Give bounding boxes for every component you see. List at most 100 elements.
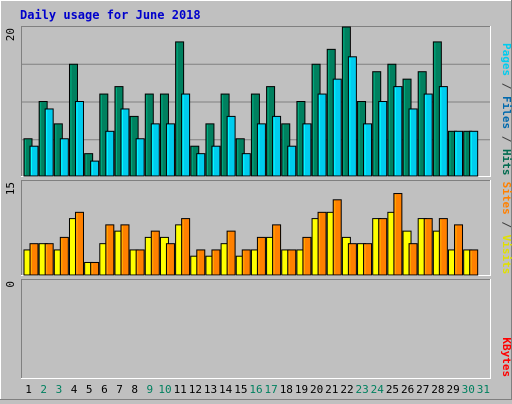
x-tick-label-day-23: 23 [356, 383, 369, 396]
bar-middle-sites-day-1 [29, 243, 39, 276]
bar-middle-sites-day-24 [378, 218, 388, 276]
bar-middle-sites-day-22 [347, 243, 357, 276]
x-tick-label-day-27: 27 [416, 383, 429, 396]
bar-top-files-day-3 [59, 138, 69, 177]
panel-top-ymax-label: 20 [4, 28, 17, 41]
bar-middle-sites-day-2 [44, 243, 54, 276]
x-tick-label-day-3: 3 [56, 383, 63, 396]
x-tick-label-day-13: 13 [204, 383, 217, 396]
bar-top-files-day-24 [378, 101, 388, 177]
bar-top-files-day-6 [105, 130, 115, 177]
bar-top-files-day-11 [181, 93, 191, 177]
bar-top-files-day-25 [393, 86, 403, 177]
panel-bottom-background [21, 279, 491, 379]
legend-label: / [500, 76, 512, 96]
bar-middle-sites-day-27 [423, 218, 433, 276]
x-tick-label-day-12: 12 [189, 383, 202, 396]
legend-label: KBytes [500, 337, 512, 377]
bar-middle-sites-day-11 [181, 218, 191, 276]
x-tick-label-day-1: 1 [25, 383, 32, 396]
bar-top-files-day-1 [29, 145, 39, 177]
bar-middle-sites-day-8 [135, 249, 145, 276]
bar-middle-sites-day-7 [120, 224, 130, 276]
panel-middle-ymax-label: 15 [4, 182, 17, 195]
bar-middle-sites-day-10 [165, 243, 175, 276]
bar-top-files-day-13 [211, 145, 221, 177]
x-tick-label-day-29: 29 [446, 383, 459, 396]
x-tick-label-day-18: 18 [280, 383, 293, 396]
x-tick-label-day-16: 16 [249, 383, 262, 396]
x-tick-label-day-2: 2 [40, 383, 47, 396]
bar-middle-sites-day-29 [454, 224, 464, 276]
chart-title: Daily usage for June 2018 [20, 8, 201, 22]
bar-top-files-day-9 [150, 123, 160, 177]
x-tick-label-day-11: 11 [174, 383, 187, 396]
bar-middle-sites-day-15 [241, 249, 251, 276]
panel-middle: 15 Sites / Visits [4, 180, 512, 276]
bar-middle-sites-day-19 [302, 236, 312, 276]
bar-top-files-day-30 [469, 130, 479, 177]
legend-label: Pages [500, 43, 512, 76]
x-tick-label-day-5: 5 [86, 383, 93, 396]
x-tick-label-day-9: 9 [147, 383, 154, 396]
bar-top-files-day-4 [74, 101, 84, 177]
bar-middle-sites-day-30 [469, 249, 479, 276]
x-tick-label-day-14: 14 [219, 383, 233, 396]
bar-middle-sites-day-26 [408, 243, 418, 276]
bar-top-files-day-21 [332, 78, 342, 177]
bar-top-files-day-15 [241, 153, 251, 177]
bar-middle-sites-day-9 [150, 230, 160, 276]
bar-middle-sites-day-18 [287, 249, 297, 276]
panel-bottom: 0 KBytes [4, 279, 512, 379]
bar-top-files-day-27 [423, 93, 433, 177]
panel-bottom-ymax-label: 0 [4, 281, 17, 288]
panel-top-legend: Pages / Files / Hits [500, 43, 512, 176]
bar-middle-sites-day-6 [105, 224, 115, 276]
x-tick-label-day-6: 6 [101, 383, 108, 396]
bar-top-files-day-16 [256, 123, 266, 177]
bar-top-files-day-7 [120, 108, 130, 177]
x-tick-label-day-26: 26 [401, 383, 414, 396]
panels-layer: 20 Pages / Files / Hits 15 Sites / Visits 0 K… [4, 26, 512, 379]
bar-top-files-day-23 [363, 123, 373, 177]
bar-top-files-day-29 [454, 130, 464, 177]
x-tick-label-day-28: 28 [431, 383, 444, 396]
x-tick-label-day-8: 8 [131, 383, 138, 396]
bar-top-files-day-26 [408, 108, 418, 177]
bar-top-files-day-10 [165, 123, 175, 177]
x-tick-label-day-24: 24 [371, 383, 385, 396]
x-tick-label-day-21: 21 [325, 383, 338, 396]
bar-top-files-day-28 [438, 86, 448, 177]
bar-middle-sites-day-21 [332, 199, 342, 276]
legend-label: / [500, 215, 512, 235]
x-tick-label-day-19: 19 [295, 383, 308, 396]
x-tick-label-day-4: 4 [71, 383, 78, 396]
bar-middle-sites-day-5 [90, 261, 100, 276]
bar-top-files-day-20 [317, 93, 327, 177]
x-tick-label-day-10: 10 [158, 383, 171, 396]
bar-middle-sites-day-13 [211, 249, 221, 276]
x-tick-label-day-15: 15 [234, 383, 247, 396]
legend-label: Sites [500, 182, 512, 215]
bar-middle-sites-day-12 [196, 249, 206, 276]
x-tick-label-day-17: 17 [265, 383, 278, 396]
bar-top-files-day-19 [302, 123, 312, 177]
x-tick-label-day-7: 7 [116, 383, 123, 396]
legend-label: Files [500, 96, 512, 129]
panel-top: 20 Pages / Files / Hits [4, 26, 512, 177]
x-tick-label-day-25: 25 [386, 383, 399, 396]
x-tick-label-day-31: 31 [477, 383, 490, 396]
bar-top-files-day-2 [44, 108, 54, 177]
x-tick-label-day-30: 30 [462, 383, 475, 396]
bar-middle-sites-day-14 [226, 230, 236, 276]
bar-top-files-day-12 [196, 153, 206, 177]
bar-top-files-day-22 [347, 56, 357, 177]
panel-middle-legend: Sites / Visits [500, 182, 512, 275]
bar-middle-sites-day-16 [256, 236, 266, 276]
bar-middle-sites-day-23 [363, 243, 373, 276]
x-axis-labels: 1 2 3 4 5 6 7 8 9 10 11 12 13 14 15 16 17 18 19 20 21 22 23 24 2… [25, 383, 490, 396]
bar-middle-sites-day-4 [74, 211, 84, 276]
bar-top-files-day-14 [226, 115, 236, 177]
